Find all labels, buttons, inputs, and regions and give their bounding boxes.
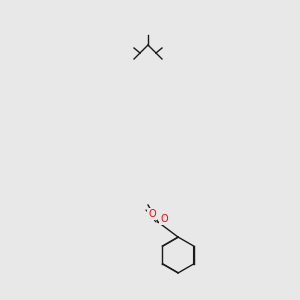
Text: O: O <box>160 214 168 224</box>
Text: O: O <box>148 209 156 219</box>
